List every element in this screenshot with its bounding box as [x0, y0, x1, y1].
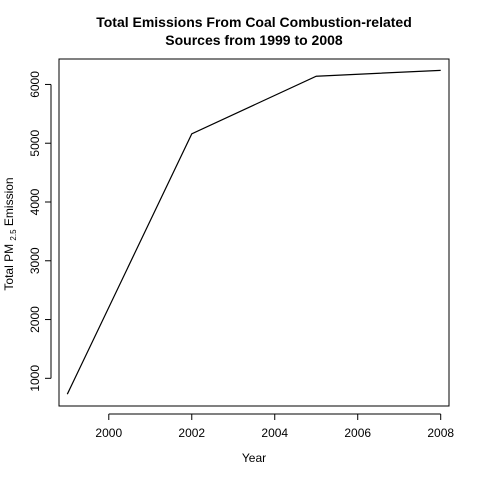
series-layer: [66, 69, 441, 395]
x-axis-label: Year: [242, 451, 266, 465]
chart-title-line-1: Total Emissions From Coal Combustion-rel…: [96, 14, 412, 30]
y-axis-label-subscript: 2.5: [9, 229, 18, 241]
chart-title-line-2: Sources from 1999 to 2008: [165, 32, 343, 48]
y-axis-label: Total PM 2.5 Emission: [2, 177, 19, 290]
x-tick-label: 2004: [261, 426, 288, 440]
plot-area-frame: [58, 58, 450, 407]
y-tick-label: 3000: [28, 247, 42, 274]
y-tick-label: 6000: [28, 71, 42, 98]
x-tick-label: 2000: [95, 426, 122, 440]
x-tick-label: 2006: [344, 426, 371, 440]
y-tick-label: 5000: [28, 130, 42, 157]
chart-title: Total Emissions From Coal Combustion-rel…: [96, 14, 412, 48]
y-tick-label: 4000: [28, 188, 42, 215]
x-tick-label: 2002: [178, 426, 205, 440]
series-line: [66, 69, 441, 395]
x-tick-label: 2008: [427, 426, 454, 440]
y-tick-label: 1000: [28, 365, 42, 392]
y-axis: 1000 2000 3000 4000 5000 6000: [28, 71, 52, 392]
x-axis: 2000 2002 2004 2006 2008: [95, 413, 454, 440]
y-axis-label-suffix: Emission: [2, 177, 16, 226]
y-tick-label: 2000: [28, 306, 42, 333]
y-axis-label-prefix: Total PM: [2, 244, 16, 291]
